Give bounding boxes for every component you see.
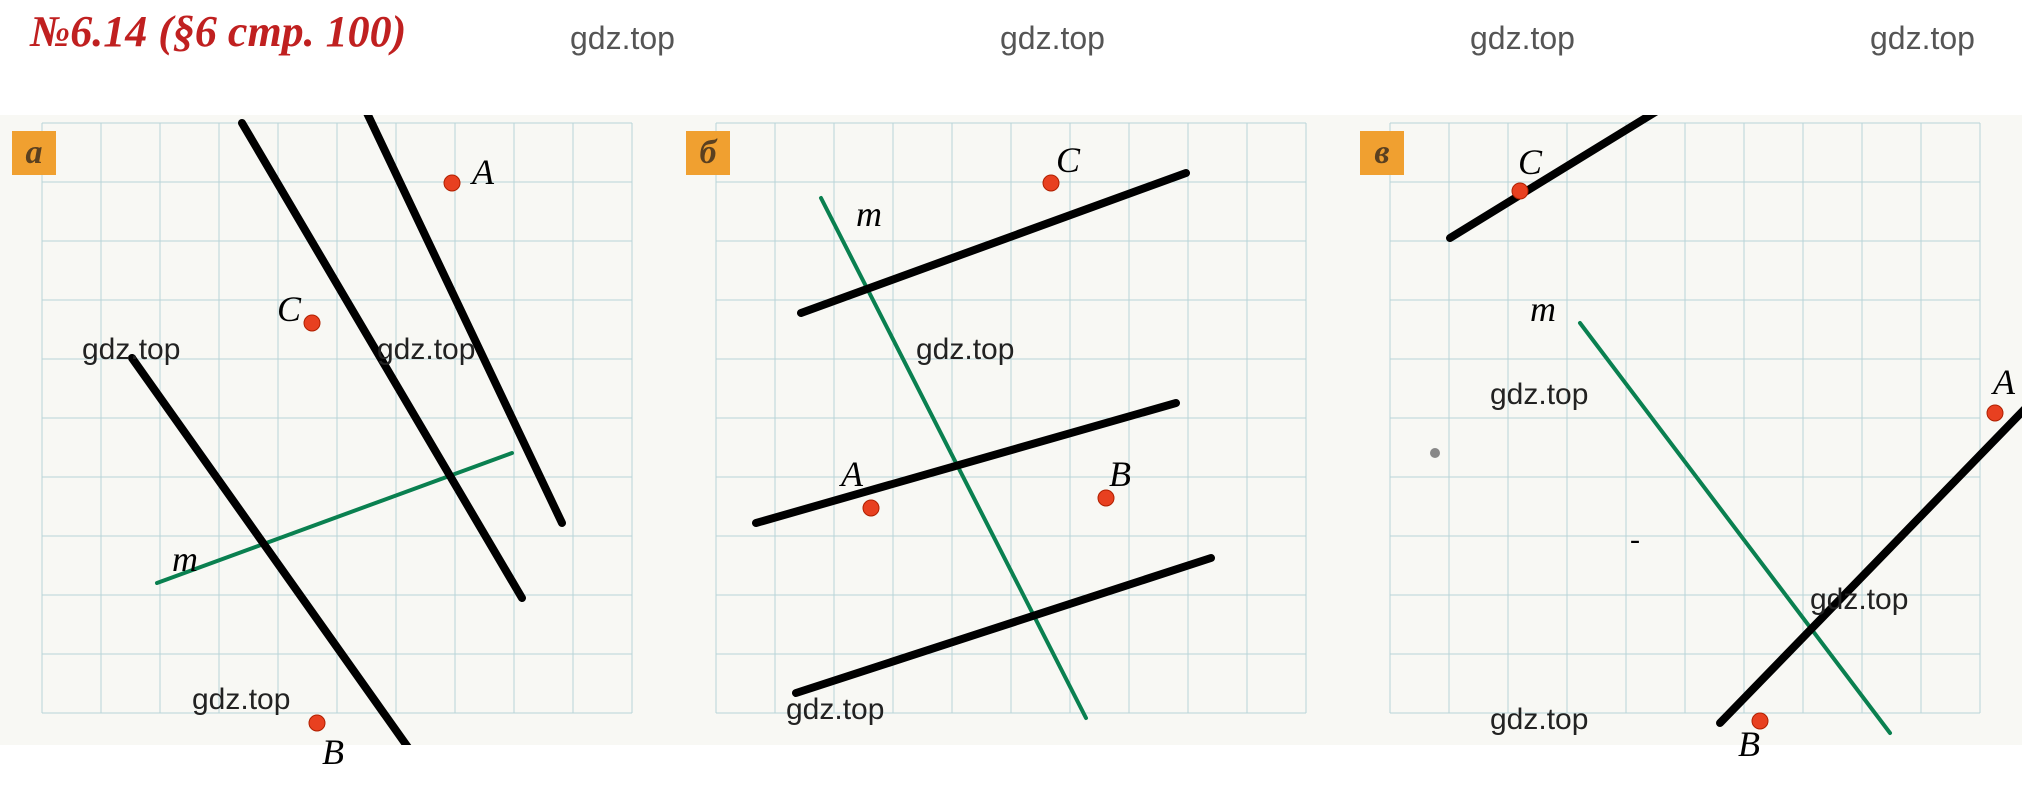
watermark: gdz.top	[82, 333, 180, 367]
panel-label: а	[12, 131, 56, 175]
panel-svg	[674, 115, 1348, 745]
watermark: gdz.top	[916, 333, 1014, 367]
grid	[1390, 123, 1980, 713]
line-m-label: m	[856, 193, 882, 235]
panel-v: вCABm-gdz.topgdz.topgdz.top	[1348, 115, 2022, 745]
point-A	[1987, 405, 2003, 421]
problem-number: №6.14 (§6 стр. 100)	[30, 6, 406, 57]
point-label-C: C	[277, 288, 301, 330]
point-label-C: C	[1518, 141, 1542, 183]
panel-a: аACBmgdz.topgdz.topgdz.top	[0, 115, 674, 745]
point-A	[444, 175, 460, 191]
point-A	[863, 500, 879, 516]
extra-text: -	[1630, 523, 1640, 557]
panel-label: в	[1360, 131, 1404, 175]
panel-b: б C A Bm gdz.top gdz.top	[674, 115, 1348, 745]
watermark: gdz.top	[1470, 20, 1575, 57]
panel-svg	[1348, 115, 2022, 745]
watermark: gdz.top	[1000, 20, 1105, 57]
point-label-B: B	[1109, 453, 1131, 495]
point-C	[304, 315, 320, 331]
line-black	[1450, 115, 1670, 238]
point-B	[309, 715, 325, 731]
header: №6.14 (§6 стр. 100) gdz.top gdz.top gdz.to…	[0, 0, 2022, 70]
watermark: gdz.top	[1810, 583, 1908, 617]
watermark: gdz.top	[1490, 378, 1588, 412]
watermark: gdz.top	[1870, 20, 1975, 57]
point-label-A: A	[1993, 361, 2015, 403]
watermark: gdz.top	[786, 693, 884, 727]
grid	[42, 123, 632, 713]
point-label-A: A	[841, 453, 863, 495]
line-black	[796, 558, 1211, 693]
point-label-B: B	[322, 731, 344, 773]
watermark: gdz.top	[1490, 703, 1588, 737]
panel-svg	[0, 115, 674, 745]
line-m-label: m	[1530, 288, 1556, 330]
watermark: gdz.top	[192, 683, 290, 717]
point-label-A: A	[472, 151, 494, 193]
line-m-label: m	[172, 538, 198, 580]
panels-row: аACBmgdz.topgdz.topgdz.topбCABmgdz.topgd…	[0, 115, 2022, 745]
line-black	[1720, 383, 2022, 723]
watermark: gdz.top	[377, 333, 475, 367]
watermark: gdz.top	[570, 20, 675, 57]
point-label-B: B	[1738, 723, 1760, 765]
point-C	[1512, 183, 1528, 199]
point-label-C: C	[1056, 139, 1080, 181]
decorative-dot	[1430, 448, 1440, 458]
panel-label: б	[686, 131, 730, 175]
